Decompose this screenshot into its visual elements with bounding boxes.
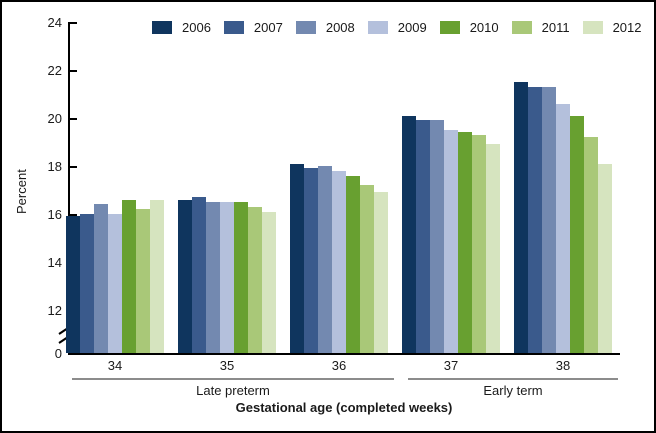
y-axis-line xyxy=(68,22,70,355)
legend-swatch-2006 xyxy=(152,21,172,34)
bar-2011-week36 xyxy=(360,185,374,353)
bar-2007-week34 xyxy=(80,214,94,353)
legend-item-2006: 2006 xyxy=(152,20,211,35)
legend-label: 2012 xyxy=(612,20,642,35)
bar-2011-week37 xyxy=(472,134,486,353)
bar-2009-week36 xyxy=(332,170,346,353)
bar-2012-week37 xyxy=(486,144,500,353)
x-axis-title: Gestational age (completed weeks) xyxy=(235,400,453,415)
bar-2012-week36 xyxy=(374,192,388,353)
group-label: Late preterm xyxy=(196,383,270,398)
legend-label: 2007 xyxy=(253,20,283,35)
legend-swatch-2008 xyxy=(295,21,316,34)
chart-legend: 2006 2007 2008 2009 2010 2011 2012 xyxy=(152,20,642,35)
legend-item-2009: 2009 xyxy=(367,20,427,35)
bar-2006-week36 xyxy=(290,163,304,353)
legend-swatch-2012 xyxy=(582,21,603,34)
x-axis-line xyxy=(68,353,620,355)
y-tick-label: 16 xyxy=(47,207,62,222)
bar-2008-week38 xyxy=(542,86,556,353)
bar-2011-week38 xyxy=(584,137,598,353)
bar-2007-week36 xyxy=(304,168,318,353)
bar-2007-week35 xyxy=(192,197,206,353)
x-tick-label-week35: 35 xyxy=(219,358,235,373)
y-tick-label: 12 xyxy=(47,303,62,318)
bar-2006-week35 xyxy=(178,199,192,353)
bar-2007-week37 xyxy=(416,120,430,353)
bar-2011-week35 xyxy=(248,206,262,353)
legend-swatch-2011 xyxy=(511,21,532,34)
x-tick-label-week38: 38 xyxy=(555,358,571,373)
bar-2009-week34 xyxy=(108,214,122,353)
bar-2006-week34 xyxy=(66,216,80,353)
y-tick-mark xyxy=(68,22,77,24)
x-tick-label-week34: 34 xyxy=(107,358,123,373)
x-tick-label-week36: 36 xyxy=(331,358,347,373)
bar-2010-week36 xyxy=(346,175,360,353)
bar-2008-week34 xyxy=(94,204,108,353)
bar-2010-week35 xyxy=(234,202,248,353)
y-tick-mark xyxy=(68,70,77,72)
bar-2008-week35 xyxy=(206,202,220,353)
bar-2011-week34 xyxy=(136,209,150,353)
legend-item-2010: 2010 xyxy=(439,20,499,35)
legend-label: 2006 xyxy=(182,20,211,35)
legend-label: 2011 xyxy=(541,20,570,35)
bar-2009-week37 xyxy=(444,130,458,353)
legend-item-2012: 2012 xyxy=(582,20,642,35)
group-underline xyxy=(72,378,394,380)
y-tick-mark xyxy=(68,118,77,120)
y-tick-mark xyxy=(68,166,77,168)
legend-label: 2010 xyxy=(469,20,499,35)
legend-label: 2008 xyxy=(325,20,355,35)
legend-swatch-2010 xyxy=(439,21,460,34)
bar-2008-week36 xyxy=(318,166,332,353)
bar-2012-week34 xyxy=(150,199,164,353)
legend-item-2008: 2008 xyxy=(295,20,355,35)
y-tick-label: 14 xyxy=(47,255,62,270)
y-axis-title: Percent xyxy=(14,169,29,215)
bar-2012-week35 xyxy=(262,211,276,353)
group-label: Early term xyxy=(483,383,543,398)
y-tick-label: 0 xyxy=(54,346,62,361)
bar-2012-week38 xyxy=(598,163,612,353)
y-tick-label: 18 xyxy=(47,159,62,174)
legend-item-2007: 2007 xyxy=(223,20,283,35)
x-tick-label-week37: 37 xyxy=(443,358,459,373)
bar-2007-week38 xyxy=(528,86,542,353)
y-tick-label: 20 xyxy=(47,111,62,126)
legend-label: 2009 xyxy=(397,20,427,35)
y-tick-label: 24 xyxy=(47,15,62,30)
y-tick-label: 22 xyxy=(47,63,62,78)
bar-2010-week34 xyxy=(122,199,136,353)
bar-2006-week38 xyxy=(514,82,528,353)
bar-2010-week38 xyxy=(570,115,584,353)
group-underline xyxy=(408,378,618,380)
bar-2006-week37 xyxy=(402,115,416,353)
legend-swatch-2009 xyxy=(367,21,388,34)
bar-2008-week37 xyxy=(430,120,444,353)
legend-swatch-2007 xyxy=(223,21,244,34)
bar-2009-week35 xyxy=(220,202,234,353)
bar-2010-week37 xyxy=(458,132,472,353)
y-tick-mark xyxy=(68,214,77,216)
bar-2009-week38 xyxy=(556,103,570,353)
legend-item-2011: 2011 xyxy=(511,20,570,35)
